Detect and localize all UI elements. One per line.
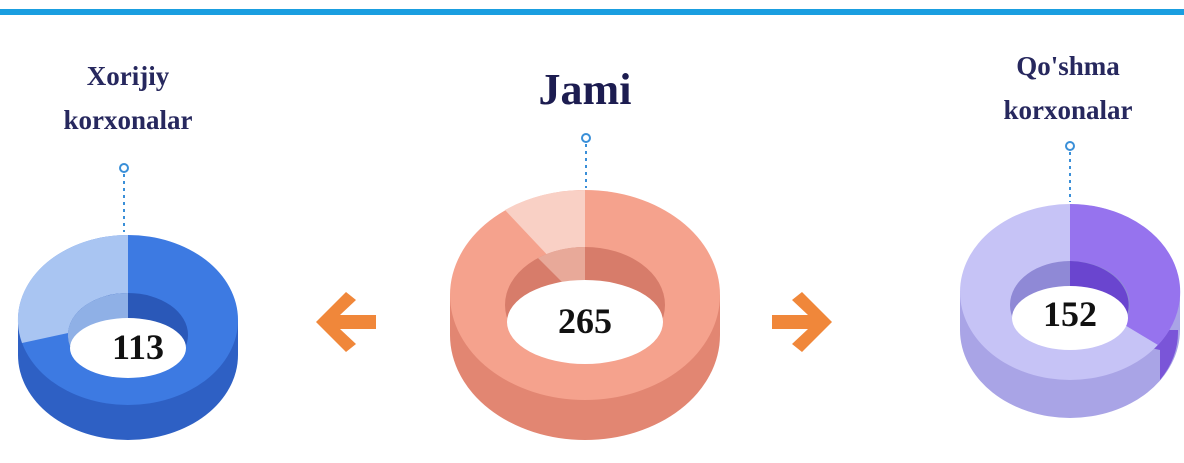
label-center: Jami — [538, 65, 632, 114]
pin-center — [581, 133, 591, 188]
donut-left — [17, 234, 238, 440]
value-left: 113 — [111, 327, 164, 367]
arrow-right — [772, 292, 832, 352]
label-left: Xorijiy korxonalar — [63, 61, 193, 135]
donut-right — [960, 203, 1181, 418]
pin-left — [119, 163, 129, 232]
pin-right — [1065, 141, 1075, 202]
value-center: 265 — [558, 301, 612, 341]
label-right: Qo'shma korxonalar — [1003, 51, 1133, 125]
donut-center — [450, 189, 720, 440]
top-rule — [0, 9, 1184, 15]
arrow-left — [316, 292, 376, 352]
value-right: 152 — [1043, 294, 1097, 334]
